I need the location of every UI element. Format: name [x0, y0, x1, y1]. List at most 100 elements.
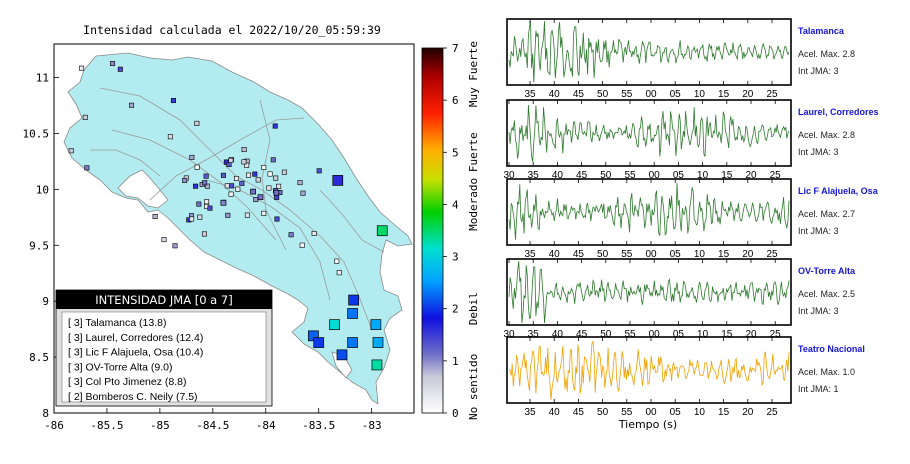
waveform-tick-label: 40	[549, 249, 561, 260]
waveform-tick-label: 10	[694, 407, 706, 418]
station-marker	[274, 194, 280, 200]
waveform-acceleration: Acel. Max. 2.8	[798, 130, 855, 140]
waveform-panel: 35 40 45 50 55 00 05 10 15 20 25 Teatro Nacional Ace…	[506, 336, 865, 418]
station-marker	[299, 242, 305, 248]
colorbar-tick-label: 1	[452, 355, 459, 368]
waveform-x-axis: 30 35 40 45 50 55 00 05 10 15 20 25	[503, 100, 781, 181]
station-marker	[68, 148, 74, 154]
map-x-tick-label: -83.5	[302, 419, 335, 432]
waveform-x-axis: 35 40 45 50 55 00 05 10 15 20 25	[524, 179, 778, 260]
intensity-station-marker	[313, 337, 325, 348]
waveform-tick-label: 35	[524, 407, 536, 418]
waveform-tick-label: 00	[645, 249, 657, 260]
intensity-station-marker	[329, 319, 340, 331]
station-marker	[273, 175, 279, 181]
waveform-tick-label: 35	[528, 170, 540, 181]
waveform-tick-label: 25	[770, 170, 782, 181]
station-marker	[189, 216, 195, 222]
waveform-frame	[506, 178, 792, 246]
station-marker	[220, 172, 226, 178]
waveform-tick-label: 00	[649, 170, 661, 181]
station-marker	[84, 165, 90, 171]
waveform-tick-label: 20	[742, 407, 754, 418]
intensity-station-marker	[371, 359, 383, 371]
station-marker	[193, 183, 199, 189]
waveform-frame	[506, 258, 792, 326]
station-marker	[266, 185, 272, 191]
colorbar-tick-label: 7	[452, 42, 459, 55]
waveform-trace	[508, 260, 790, 324]
station-marker	[336, 270, 342, 276]
waveform-tick-label: 05	[670, 249, 682, 260]
map-x-tick-label: -84	[256, 419, 276, 432]
colorbar-level-label: Debil	[467, 292, 480, 325]
waveform-station-name: Laurel, Corredores	[798, 107, 879, 117]
map-panel: Intensidad calculada el 2022/10/20_05:59…	[23, 23, 415, 432]
waveform-tick-label: 10	[697, 170, 709, 181]
colorbar-level-label: Fuerte	[467, 132, 480, 172]
station-marker	[170, 98, 176, 104]
legend-row: [ 3] Col Pto Jimenez (8.8)	[68, 376, 186, 388]
colorbar-tick-label: 5	[452, 146, 459, 159]
station-marker	[194, 164, 200, 170]
waveform-tick-label: 40	[552, 329, 564, 340]
station-marker	[245, 172, 251, 178]
intensity-station-marker	[347, 308, 358, 319]
station-marker	[235, 186, 241, 192]
waveform-tick-label: 25	[766, 89, 778, 100]
station-marker	[207, 205, 213, 211]
station-marker	[300, 190, 306, 196]
waveform-tick-label: 05	[673, 329, 685, 340]
waveform-frame	[506, 99, 792, 167]
waveform-station-name: OV-Torre Alta	[798, 266, 856, 276]
colorbar-levels: No sentido Debil Moderado Fuerte Muy Fuerte	[467, 41, 480, 420]
waveform-tick-label: 55	[621, 249, 633, 260]
waveform-station-name: Talamanca	[798, 26, 845, 36]
station-marker	[311, 230, 317, 236]
waveform-tick-label: 55	[621, 407, 633, 418]
waveform-tick-label: 30	[503, 170, 515, 181]
waveform-tick-label: 40	[552, 170, 564, 181]
map-y-tick-label: 9	[42, 295, 49, 308]
colorbar-gradient	[421, 47, 444, 414]
waveform-station-name: Teatro Nacional	[798, 344, 865, 354]
waveform-tick-label: 35	[524, 249, 536, 260]
map-y-tick-label: 11	[36, 72, 49, 85]
map-y-tick-label: 10	[36, 183, 49, 196]
station-marker	[152, 214, 158, 220]
station-marker	[241, 147, 247, 153]
waveform-jma-intensity: Int JMA: 3	[798, 66, 839, 76]
colorbar-tick-label: 0	[452, 407, 459, 420]
waveform-trace	[508, 182, 790, 240]
waveform-tick-label: 20	[745, 170, 757, 181]
map-y-tick-label: 10.5	[23, 127, 50, 140]
station-marker	[204, 199, 210, 205]
waveform-jma-intensity: Int JMA: 3	[798, 306, 839, 316]
waveform-tick-label: 40	[549, 89, 561, 100]
waveform-tick-label: 55	[624, 170, 636, 181]
legend-row: [ 2] Bomberos C. Neily (7.5)	[68, 391, 198, 403]
legend-list-bg	[61, 311, 267, 403]
station-marker	[204, 183, 210, 189]
waveform-tick-label: 15	[718, 89, 730, 100]
waveform-tick-label: 20	[742, 249, 754, 260]
waveform-tick-label: 20	[745, 329, 757, 340]
waveform-frame	[506, 18, 792, 86]
station-marker	[297, 180, 303, 186]
waveform-tick-label: 00	[645, 89, 657, 100]
station-marker	[110, 61, 116, 67]
waveform-tick-label: 50	[597, 249, 609, 260]
waveform-acceleration: Acel. Max. 2.5	[798, 289, 855, 299]
map-y-tick-label: 8	[42, 407, 49, 420]
station-marker	[255, 177, 261, 183]
waveform-trace	[508, 341, 790, 400]
station-marker	[253, 197, 259, 203]
station-marker	[274, 216, 280, 222]
waveform-tick-label: 15	[721, 170, 733, 181]
waveform-x-axis: 35 40 45 50 55 00 05 10 15 20 25	[524, 337, 778, 418]
station-marker	[272, 123, 278, 129]
small-stations-layer	[68, 61, 342, 276]
station-marker	[229, 183, 235, 189]
